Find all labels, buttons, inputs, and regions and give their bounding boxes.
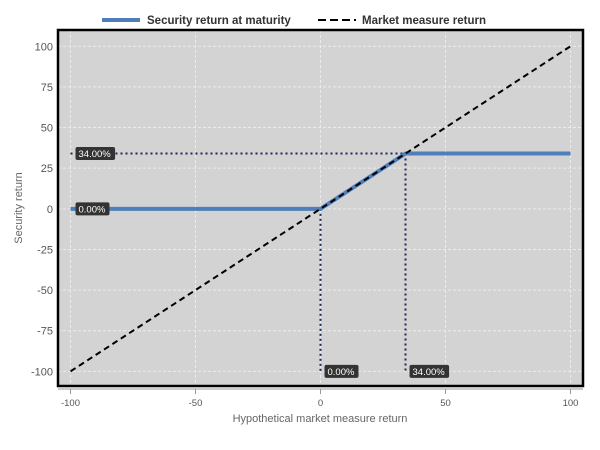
annotation-label-horizontal-0: 34.00% bbox=[79, 149, 112, 160]
x-axis-title: Hypothetical market measure return bbox=[233, 413, 408, 425]
annotation-vertical-3: 34.00% bbox=[409, 364, 450, 378]
annotation-box-vertical-3 bbox=[409, 364, 450, 378]
y-tick-label-75: 75 bbox=[41, 82, 53, 94]
y-tick-label-100: -100 bbox=[31, 366, 53, 378]
legend: Security return at maturity Market measu… bbox=[102, 15, 486, 27]
legend-label-market-measure-return: Market measure return bbox=[362, 15, 486, 27]
y-tick-label-25: -25 bbox=[37, 244, 53, 256]
annotation-box-horizontal-1 bbox=[75, 202, 110, 216]
annotation-horizontal-1: 0.00% bbox=[75, 202, 110, 216]
legend-item-security-return[interactable]: Security return at maturity bbox=[102, 15, 291, 27]
legend-label-security-return: Security return at maturity bbox=[147, 15, 291, 27]
y-tick-label-0: 0 bbox=[47, 204, 53, 216]
y-tick-label-100: 100 bbox=[35, 41, 53, 53]
legend-item-market-measure-return[interactable]: Market measure return bbox=[318, 15, 486, 27]
annotation-labels: 34.00% 0.00% 0.00% 34.00% bbox=[75, 147, 450, 378]
annotation-box-vertical-2 bbox=[324, 364, 359, 378]
x-tick-label-50: 50 bbox=[440, 398, 451, 409]
series-line-security-return-at-maturity bbox=[70, 151, 571, 211]
x-axis: -100 -50 0 50 100 bbox=[58, 388, 583, 409]
y-tick-label-50: -50 bbox=[37, 285, 53, 297]
y-tick-label-50: 50 bbox=[41, 123, 53, 135]
x-tick-label-0: 0 bbox=[318, 398, 323, 409]
annotation-box-horizontal-0 bbox=[75, 147, 116, 161]
annotation-label-horizontal-1: 0.00% bbox=[79, 204, 106, 215]
series-layer bbox=[69, 45, 572, 373]
y-tick-label-75: -75 bbox=[37, 326, 53, 338]
annotation-label-vertical-3: 34.00% bbox=[413, 367, 446, 378]
annotation-vertical-2: 0.00% bbox=[324, 364, 359, 378]
y-axis-tick-labels: -100 -75 -50 -25 0 25 50 75 100 bbox=[31, 41, 53, 378]
plot-frame bbox=[56, 28, 585, 388]
annotation-horizontal-0: 34.00% bbox=[75, 147, 116, 161]
x-tick-label-100: -100 bbox=[61, 398, 80, 409]
annotation-label-vertical-2: 0.00% bbox=[328, 367, 355, 378]
y-axis-title: Security return bbox=[13, 172, 25, 244]
x-tick-label-50: -50 bbox=[189, 398, 203, 409]
x-tick-label-100: 100 bbox=[563, 398, 579, 409]
y-tick-label-25: 25 bbox=[41, 163, 53, 175]
